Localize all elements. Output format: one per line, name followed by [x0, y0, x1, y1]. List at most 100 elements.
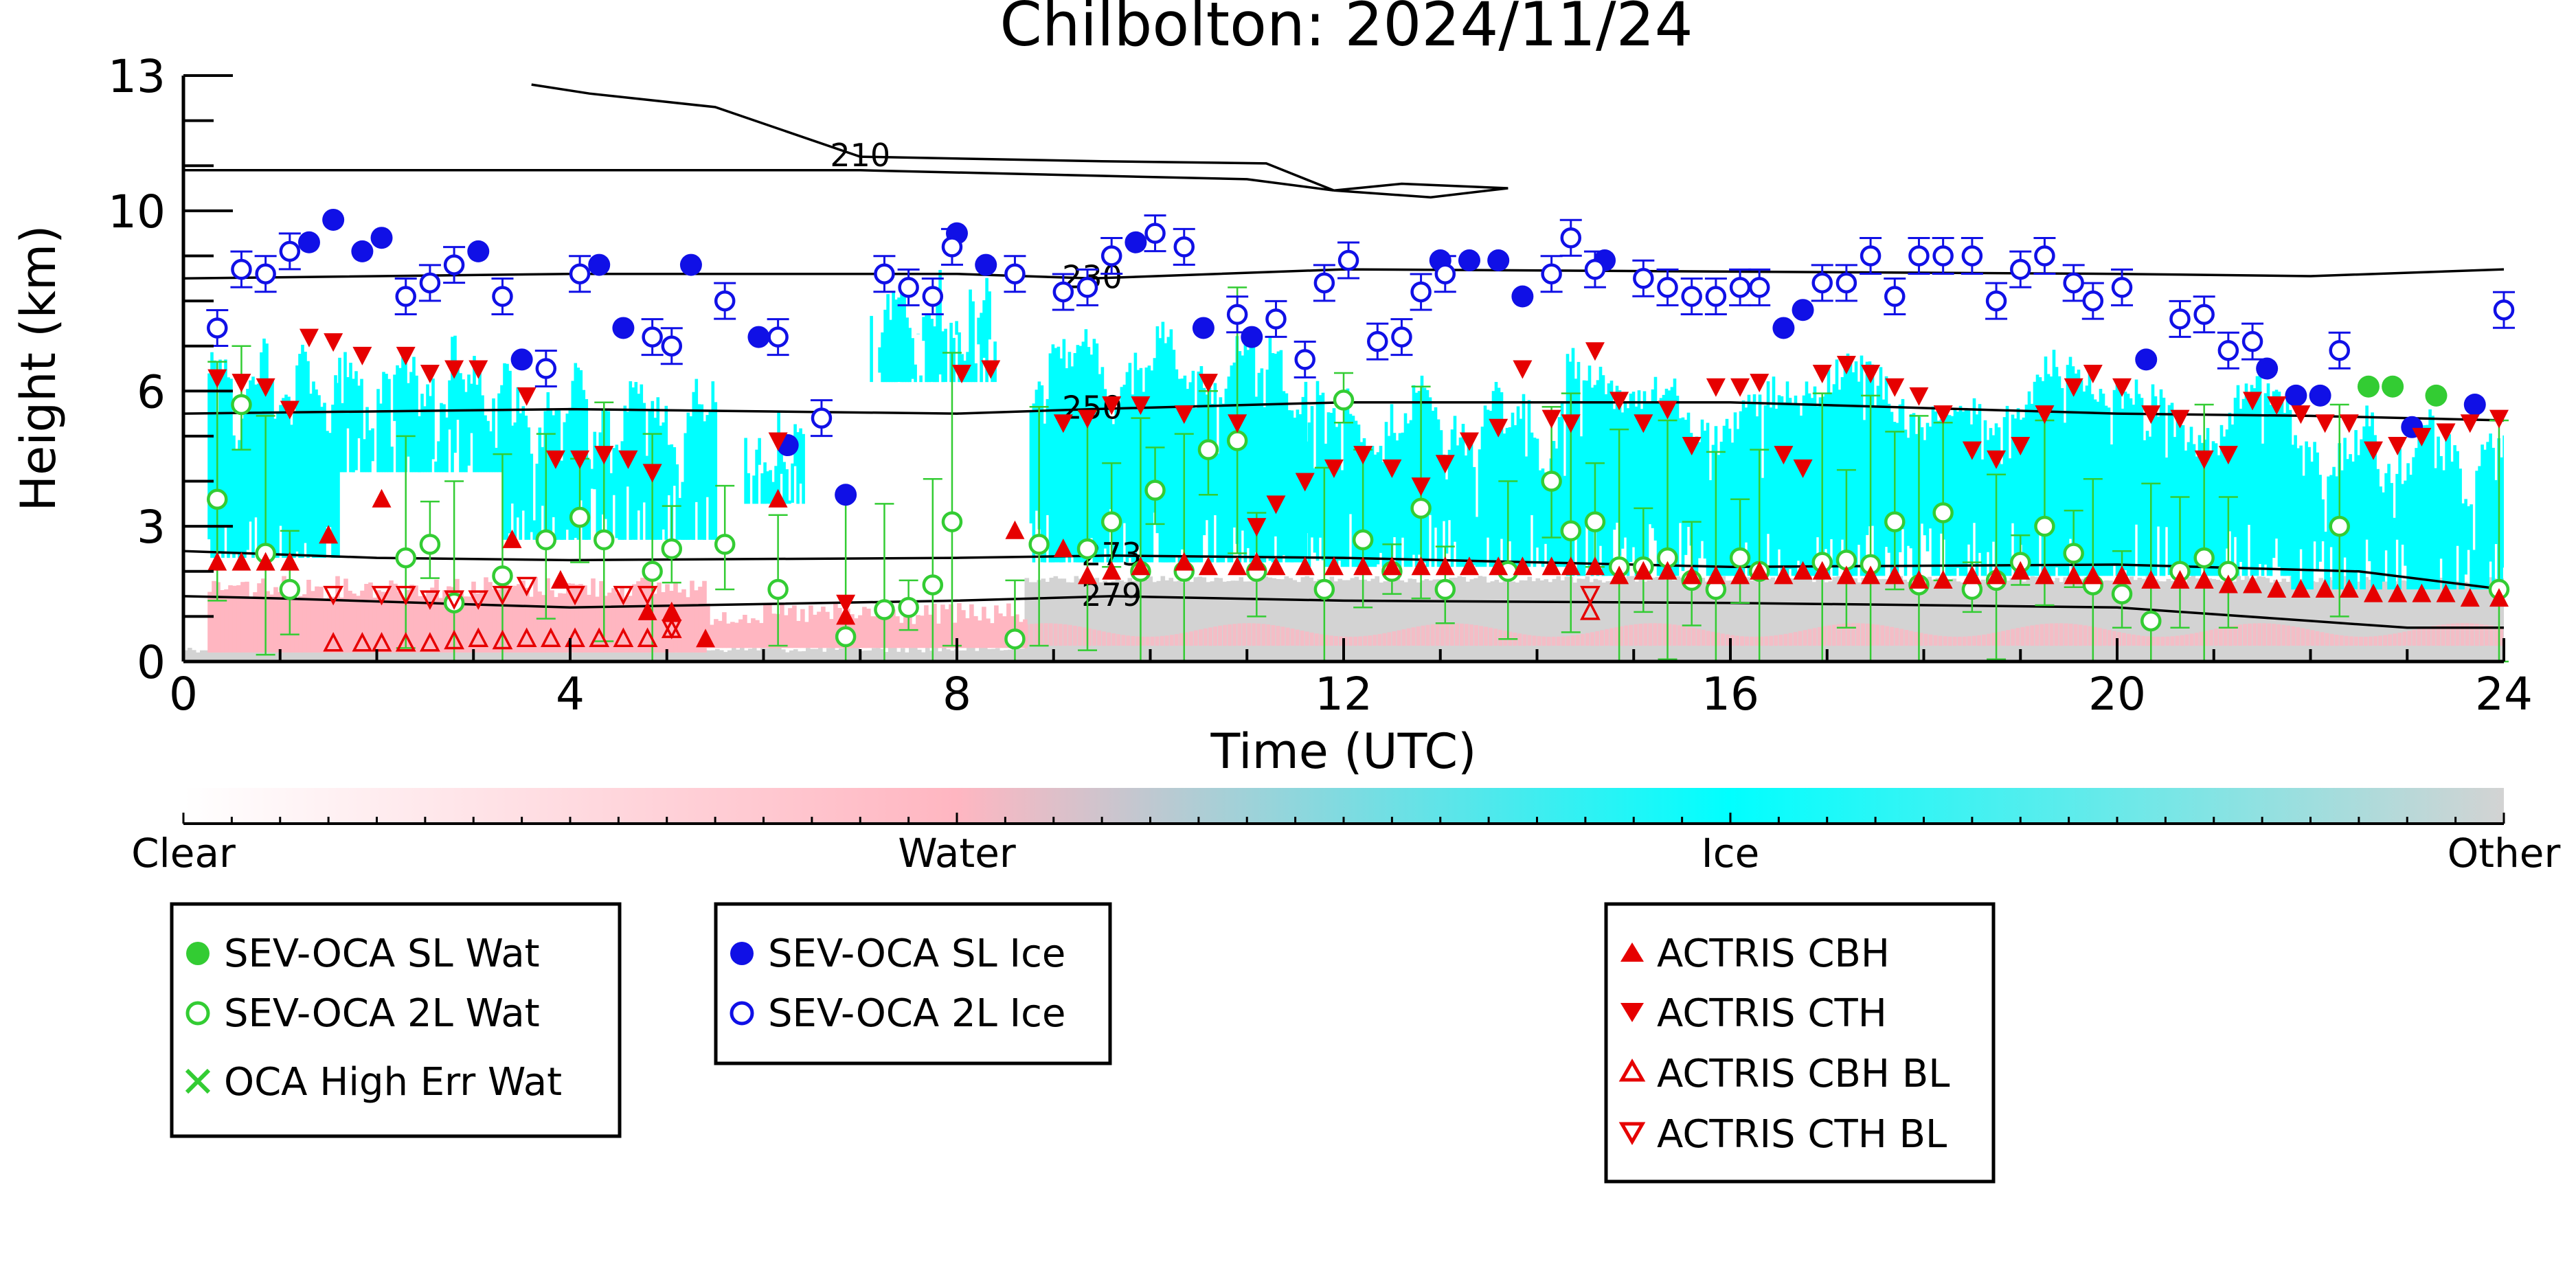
data-point — [299, 328, 319, 348]
data-point — [1352, 529, 1374, 551]
data-point — [1198, 556, 1218, 576]
ice-cloud-region — [2291, 405, 2504, 590]
series-actris-cth-bl — [323, 576, 1601, 640]
data-point — [642, 464, 662, 483]
data-point — [1962, 441, 1982, 460]
data-point — [1985, 290, 2007, 312]
data-point — [1295, 556, 1315, 576]
data-point — [395, 286, 416, 307]
x-tick-label: 16 — [1702, 668, 1759, 721]
y-tick-label: 6 — [137, 365, 166, 418]
data-point — [941, 511, 963, 532]
data-point — [1772, 317, 1795, 339]
data-point — [2112, 565, 2132, 585]
data-point — [2425, 384, 2448, 407]
data-point — [2194, 569, 2214, 589]
x-tick-label: 8 — [942, 668, 971, 721]
data-point — [1909, 569, 1929, 589]
data-point — [1836, 355, 1856, 374]
legend-cth-marker — [1620, 1003, 1644, 1022]
data-point — [747, 326, 770, 348]
data-point — [324, 333, 343, 352]
data-point — [2010, 258, 2031, 280]
data-point — [1489, 418, 1509, 438]
data-point — [231, 394, 252, 416]
data-point — [231, 552, 251, 571]
data-point — [922, 286, 944, 307]
data-point — [1812, 365, 1832, 384]
data-point — [1192, 317, 1214, 339]
data-point — [2285, 384, 2307, 407]
data-point — [1435, 455, 1455, 474]
data-point — [516, 576, 537, 597]
data-point — [1324, 459, 1344, 478]
data-point — [1962, 565, 1982, 585]
data-point — [2193, 304, 2215, 326]
data-point — [1560, 520, 1582, 541]
data-point — [2489, 588, 2509, 607]
data-point — [1198, 374, 1218, 393]
data-point — [1658, 561, 1677, 580]
data-point — [279, 578, 301, 600]
legend-cth-bl-marker — [1618, 1122, 1646, 1146]
ice-cloud-region — [1029, 321, 1308, 563]
data-point — [1634, 561, 1653, 580]
data-point — [1434, 578, 1456, 600]
data-point — [836, 606, 856, 625]
data-point — [1100, 245, 1122, 267]
legend-sl-ice-marker — [730, 942, 754, 965]
data-point — [714, 290, 736, 312]
contour-line-210 — [1333, 182, 1509, 199]
data-point — [2460, 588, 2480, 607]
data-point — [517, 387, 536, 406]
data-point — [535, 529, 557, 551]
error-bar — [2329, 403, 2349, 618]
data-point — [1987, 450, 2007, 469]
series-actris-cbh — [207, 488, 2509, 648]
series-actris-cth — [207, 328, 2509, 613]
data-point — [1411, 477, 1431, 497]
legend-2l-wat-label: SEV-OCA 2L Wat — [224, 991, 540, 1036]
data-point — [1513, 556, 1533, 576]
colorbar-label-clear: Clear — [131, 830, 236, 877]
data-point — [1076, 277, 1098, 298]
y-tick-label: 3 — [137, 501, 166, 554]
contour-line-210 — [183, 83, 1335, 192]
data-point — [637, 627, 658, 647]
data-point — [1585, 342, 1605, 361]
data-point — [2339, 579, 2359, 598]
data-point — [1706, 565, 1726, 585]
data-point — [1584, 511, 1606, 532]
data-point — [1681, 286, 1702, 307]
colorbar-label-ice: Ice — [1702, 830, 1760, 877]
data-point — [419, 534, 441, 555]
data-point — [2363, 583, 2383, 602]
data-point — [811, 407, 833, 429]
y-axis-label: Height (km) — [10, 225, 67, 512]
data-point — [1705, 286, 1727, 307]
data-point — [1730, 378, 1750, 397]
data-point — [1729, 547, 1751, 569]
data-point — [1435, 556, 1455, 576]
data-point — [1125, 231, 1147, 253]
chart-title: Chilbolton: 2024/11/24 — [999, 0, 1693, 60]
data-point — [2243, 574, 2263, 594]
data-point — [1774, 565, 1794, 585]
data-point — [1333, 389, 1355, 411]
data-point — [502, 529, 522, 548]
data-point — [569, 506, 591, 528]
data-point — [2083, 565, 2103, 585]
data-point — [2463, 393, 2486, 416]
data-point — [1266, 556, 1286, 576]
data-point — [1353, 556, 1373, 576]
data-point — [2382, 375, 2404, 398]
data-point — [1052, 281, 1074, 303]
data-point — [1391, 326, 1412, 348]
error-bar — [256, 415, 275, 656]
data-point — [395, 631, 416, 652]
contour-line-230 — [183, 268, 2504, 280]
data-point — [1324, 556, 1344, 576]
data-point — [1382, 556, 1402, 576]
data-point — [941, 236, 963, 258]
data-point — [540, 627, 561, 647]
